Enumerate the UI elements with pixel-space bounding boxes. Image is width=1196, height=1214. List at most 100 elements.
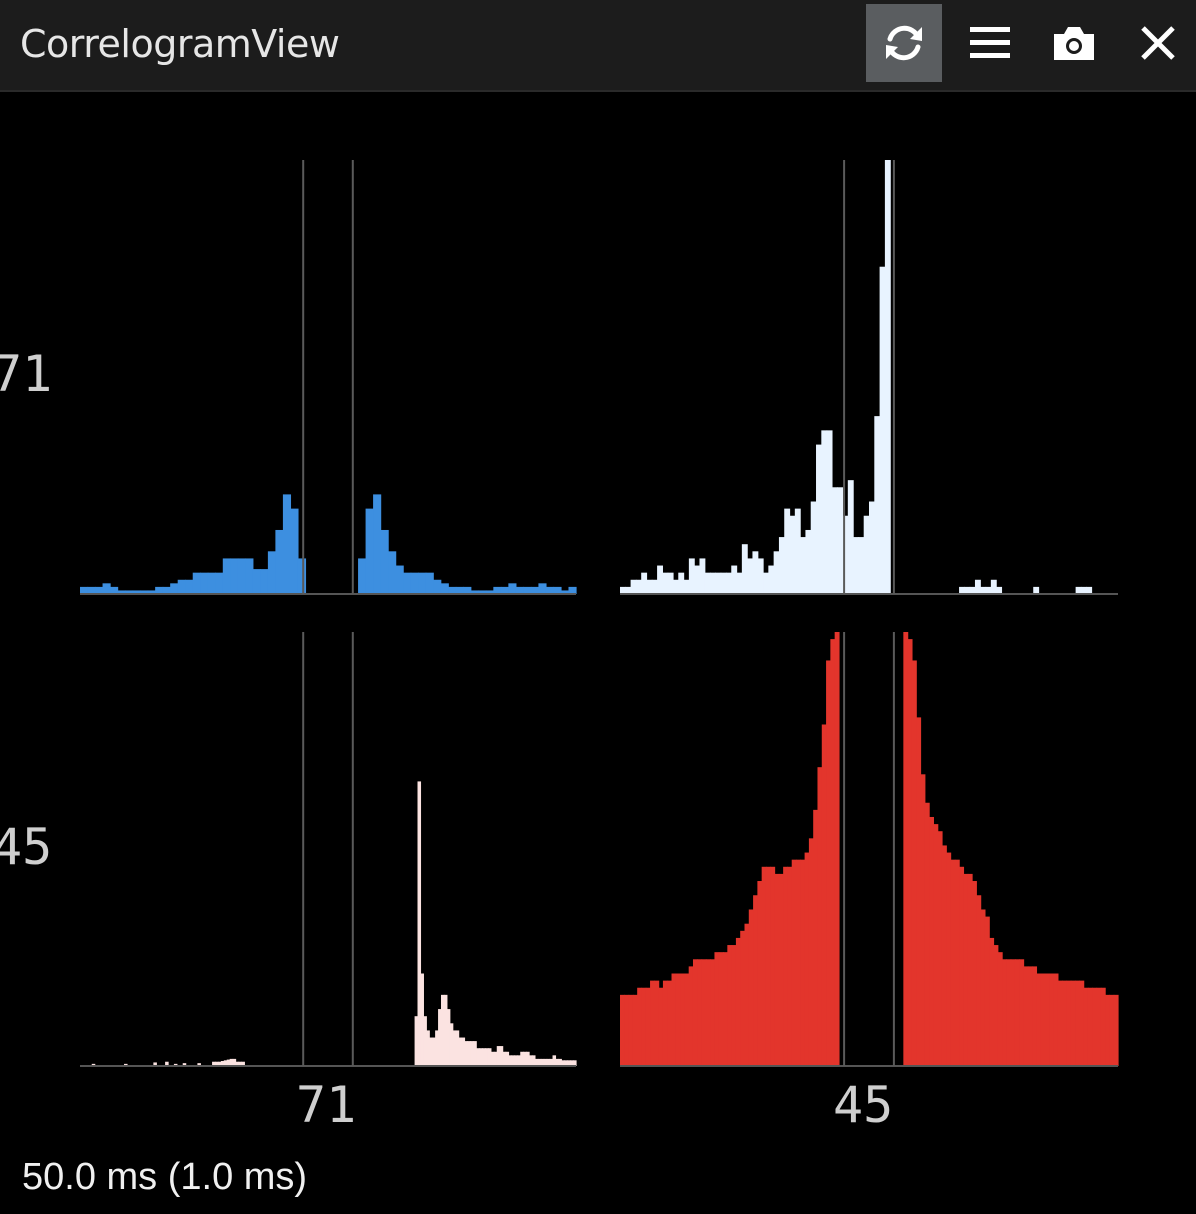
histogram-bar [170, 583, 179, 594]
histogram-bar [526, 1051, 530, 1066]
histogram-bar [654, 980, 660, 1066]
histogram-bar [117, 590, 126, 594]
histogram-bar [561, 1060, 565, 1066]
histogram-bar [796, 859, 801, 1066]
histogram-bar [531, 1055, 536, 1066]
histogram-bar [470, 590, 479, 594]
histogram-bar [884, 160, 891, 594]
histogram-bar [697, 959, 703, 1066]
histogram-bar [153, 1062, 157, 1066]
screenshot-button[interactable] [1036, 4, 1112, 82]
histogram-bar [414, 1016, 419, 1066]
histogram-bar [230, 558, 239, 594]
histogram-bar [1066, 980, 1072, 1066]
histogram-bar [715, 572, 722, 594]
histogram-bar [487, 1048, 492, 1066]
histogram-bar [1070, 980, 1076, 1066]
histogram-bar [680, 973, 685, 1066]
histogram-bar [220, 1061, 225, 1066]
histogram-bar [929, 816, 934, 1066]
histogram-bar [192, 572, 201, 594]
histogram-bar [478, 590, 487, 594]
histogram-bar [826, 430, 833, 594]
histogram-bar [1053, 973, 1059, 1066]
histogram-bar [165, 1061, 169, 1066]
histogram-bar [692, 959, 698, 1066]
histogram-bar [783, 866, 789, 1066]
histogram-bar [714, 952, 720, 1066]
histogram-bar [493, 586, 502, 594]
histogram-bar [658, 987, 664, 1066]
histogram-bar [226, 1059, 231, 1066]
histogram-bar [842, 515, 849, 594]
histogram-bar [736, 572, 743, 594]
histogram-bar [440, 994, 445, 1066]
histogram-bar [461, 1037, 466, 1066]
histogram-bar [937, 831, 943, 1066]
correlogram-panel-71-45[interactable] [620, 160, 1118, 595]
histogram-bar [403, 572, 412, 594]
histogram-bar [560, 590, 570, 594]
histogram-bar [625, 586, 632, 594]
histogram-bar [794, 508, 801, 594]
histogram-bar [473, 1041, 477, 1066]
histogram-bar [757, 881, 763, 1066]
histogram-bar [545, 586, 555, 594]
histogram-bar [479, 1048, 483, 1066]
histogram-bar [637, 987, 643, 1066]
histogram-bar [972, 881, 977, 1066]
histogram-bar [778, 537, 785, 594]
histogram-bar [688, 966, 694, 1066]
correlogram-panel-71-71[interactable] [80, 160, 577, 595]
histogram-bar [267, 551, 276, 594]
histogram-bar [969, 586, 976, 594]
histogram-bar [620, 994, 625, 1066]
histogram-bar [863, 515, 870, 594]
histogram-bar [458, 1037, 463, 1066]
histogram-bar [990, 579, 997, 594]
histogram-bar [435, 1030, 439, 1066]
histogram-bar [800, 859, 806, 1066]
correlogram-plot[interactable] [0, 92, 1196, 1214]
histogram-bar [467, 1041, 471, 1066]
histogram-bar [529, 1055, 533, 1066]
histogram-bar [238, 1061, 243, 1066]
histogram-bar [1075, 980, 1080, 1066]
menu-button[interactable] [952, 4, 1028, 82]
histogram-bar [710, 572, 716, 594]
histogram-bar [1092, 987, 1098, 1066]
histogram-bar [808, 838, 814, 1066]
correlogram-panel-45-45[interactable] [620, 632, 1119, 1067]
histogram-bar [671, 973, 677, 1066]
close-button[interactable] [1120, 4, 1196, 82]
refresh-icon [880, 19, 928, 67]
histogram-bar [699, 558, 706, 594]
histogram-bar [837, 487, 844, 594]
histogram-bar [757, 558, 764, 594]
histogram-bar [784, 508, 791, 594]
histogram-bar [1002, 959, 1007, 1066]
histogram-bar [1105, 994, 1111, 1066]
histogram-bar [490, 1051, 495, 1066]
histogram-bar [675, 973, 681, 1066]
refresh-button[interactable] [866, 4, 942, 82]
row-label-71: 71 [0, 345, 53, 403]
histogram-bar [222, 558, 231, 594]
histogram-bar [907, 639, 913, 1066]
histogram-bar [1010, 959, 1016, 1066]
histogram-bar [1075, 586, 1082, 594]
histogram-bar [229, 1058, 234, 1066]
histogram-bar [87, 586, 96, 594]
histogram-bar [694, 565, 701, 594]
histogram-bar [753, 895, 758, 1066]
histogram-bar [140, 590, 149, 594]
histogram-bar [963, 873, 969, 1066]
histogram-bar [688, 558, 695, 594]
histogram-bar [959, 586, 965, 594]
histogram-bar [215, 572, 224, 594]
histogram-bar [710, 959, 716, 1066]
histogram-bar [704, 572, 711, 594]
histogram-bar [933, 824, 939, 1066]
histogram-bar [1113, 994, 1119, 1066]
correlogram-panel-45-71[interactable] [80, 632, 577, 1067]
